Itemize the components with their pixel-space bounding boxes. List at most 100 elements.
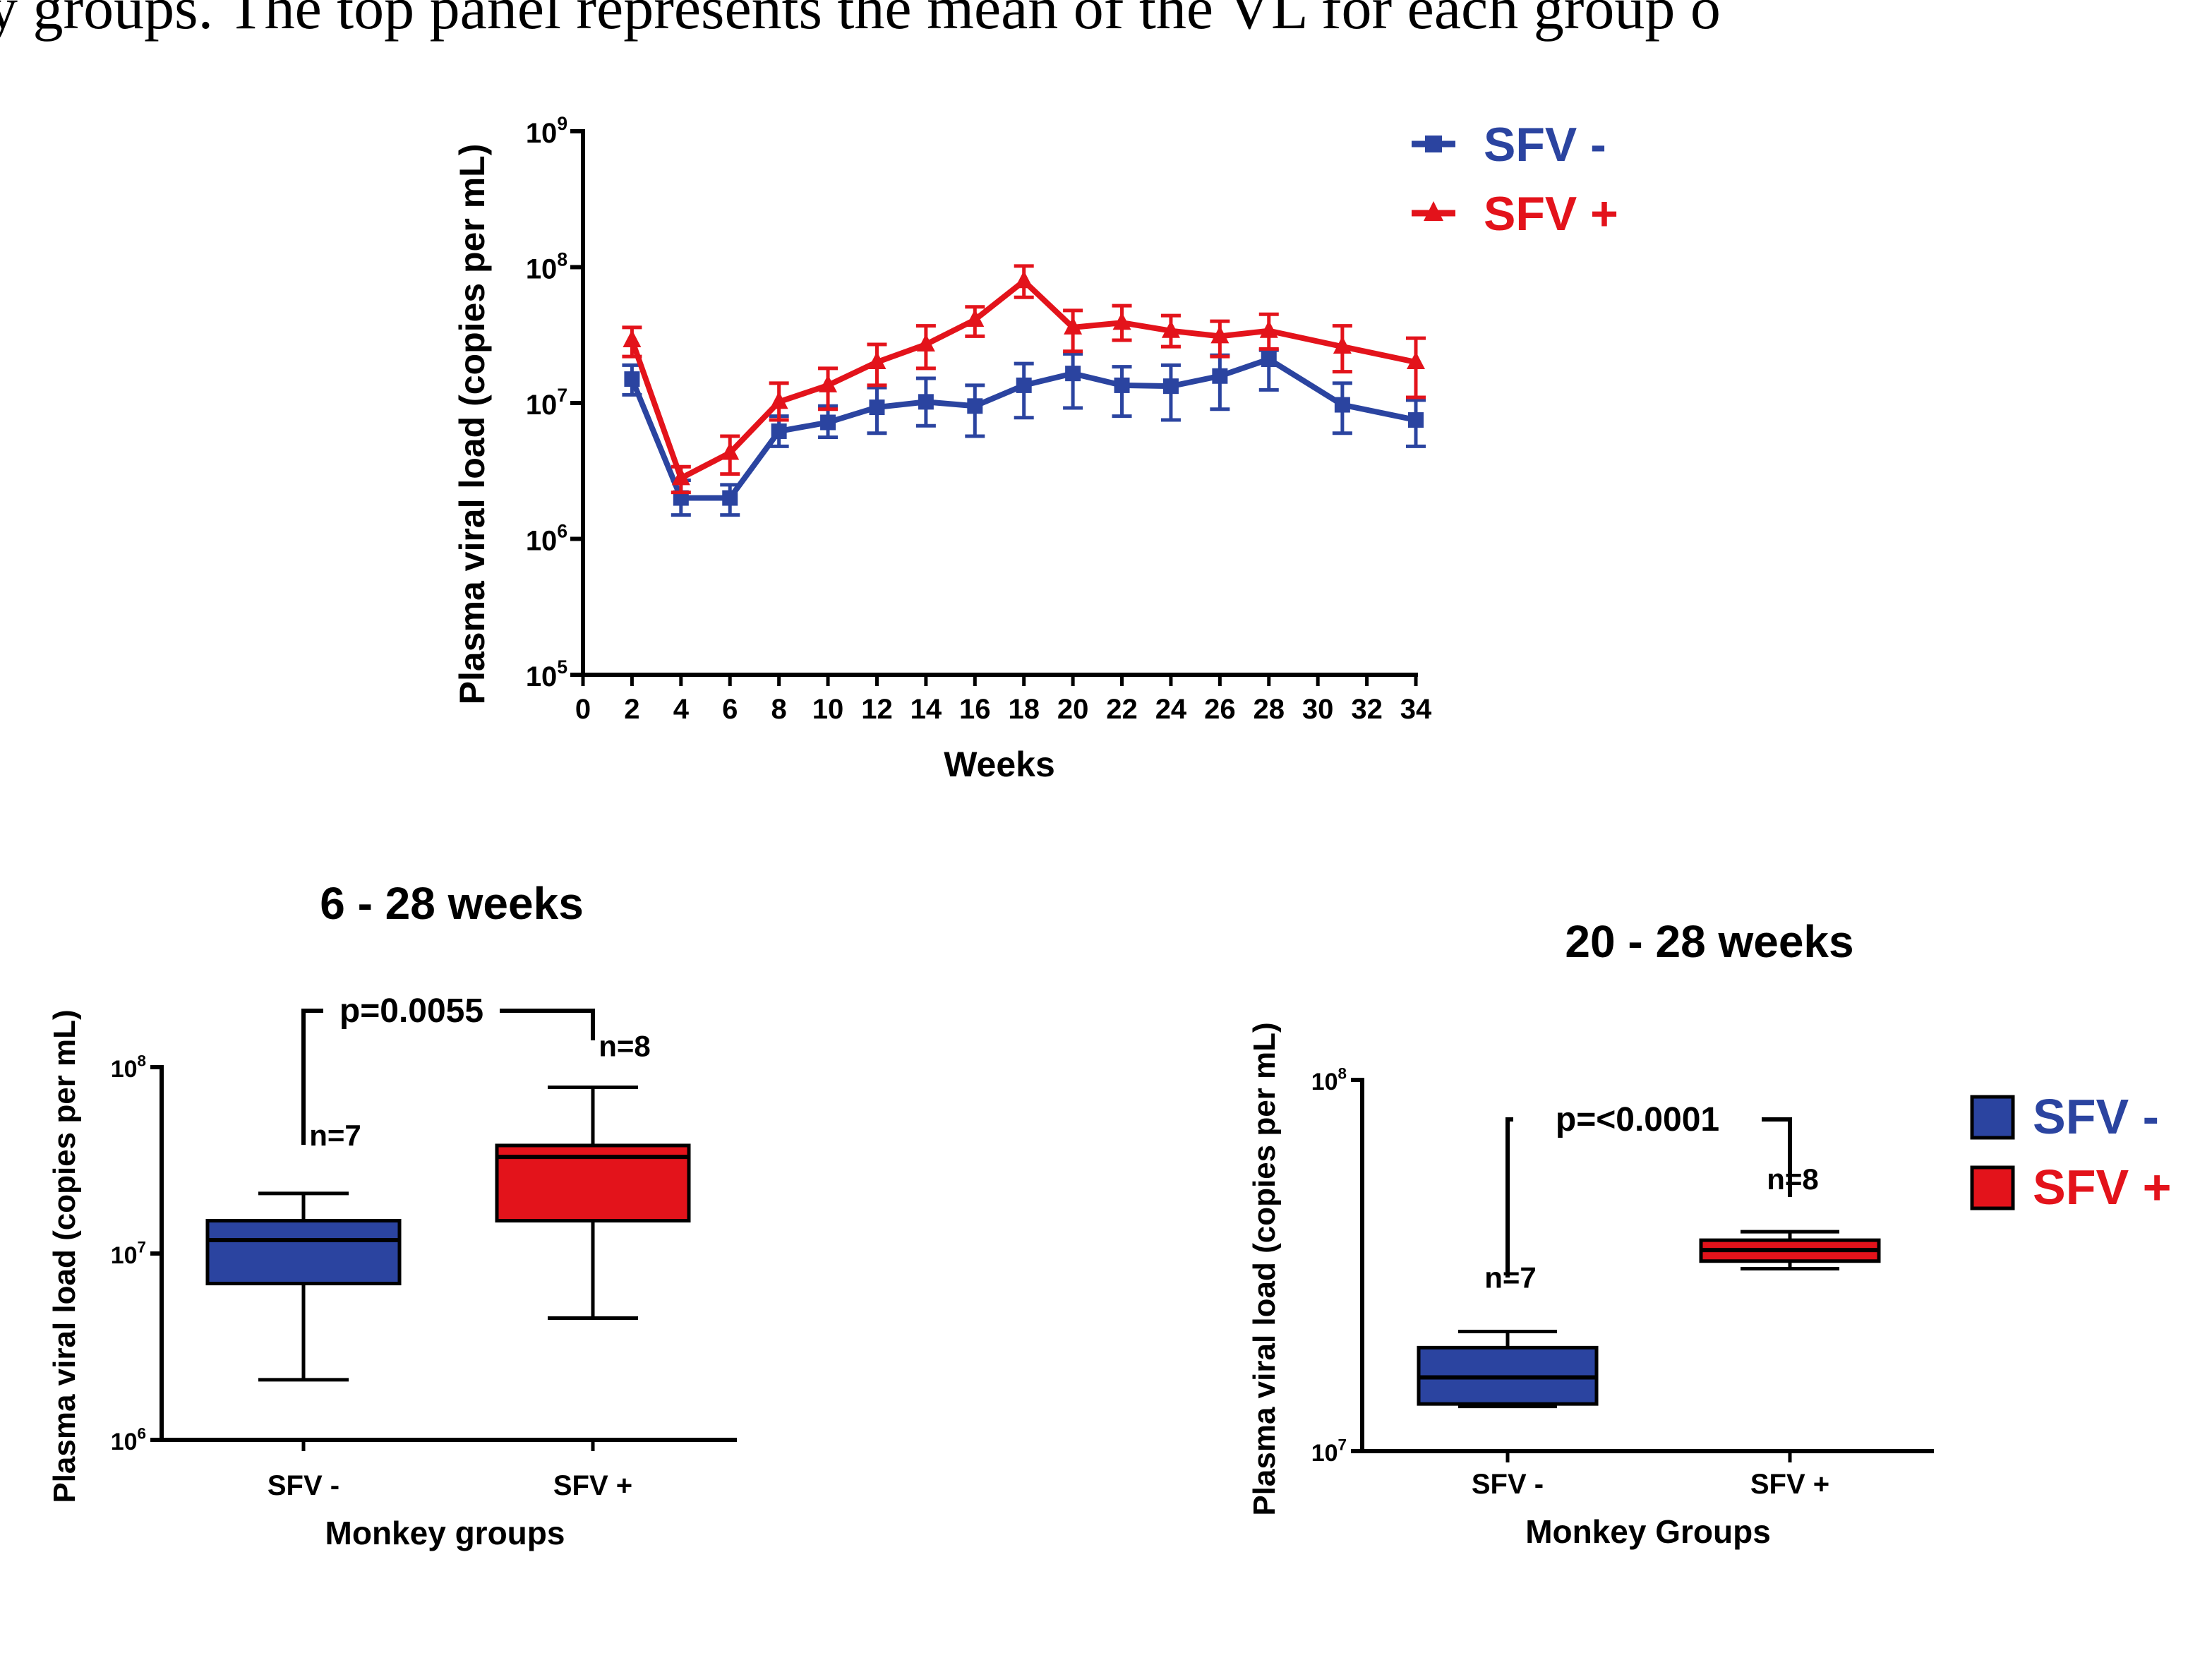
y-axis-title: Plasma viral load (copies per mL) (47, 1009, 82, 1503)
x-tick-label: SFV - (268, 1470, 339, 1501)
p-value-label: p=0.0055 (339, 992, 483, 1030)
bracket-right (500, 1009, 595, 1040)
data-point (967, 398, 983, 414)
x-tick-label: 24 (1155, 694, 1187, 725)
data-point (1014, 270, 1033, 289)
y-tick-label: 108 (1311, 1065, 1347, 1095)
legend-swatch (1970, 1165, 2015, 1210)
legend-label: SFV + (2033, 1160, 2171, 1215)
y-tick-label: 109 (526, 113, 567, 149)
legend-item-sfv-neg: SFV - (1412, 118, 1606, 172)
x-tick-label: 4 (673, 694, 690, 725)
box-sfv-neg: n=7 (1417, 1261, 1599, 1409)
data-point (1407, 351, 1425, 370)
data-point (1162, 378, 1179, 395)
data-point (1064, 316, 1083, 335)
data-point (623, 329, 642, 347)
significance-bracket: p=<0.0001 (1505, 1101, 1792, 1278)
y-tick-label: 108 (111, 1052, 146, 1083)
p-value-label: p=<0.0001 (1556, 1101, 1719, 1138)
data-point (1114, 377, 1130, 393)
box-sfv-pos: n=8 (495, 1029, 691, 1321)
n-label: n=7 (1484, 1261, 1537, 1294)
series-line (629, 356, 1417, 501)
x-tick-label: 20 (1057, 694, 1089, 725)
data-point (771, 423, 787, 439)
series-sfv-neg (622, 348, 1426, 517)
bracket-left (1505, 1117, 1513, 1278)
x-tick-label: 8 (771, 694, 787, 725)
n-label: n=8 (1767, 1162, 1819, 1196)
n-label: n=8 (599, 1029, 651, 1062)
legend-label: SFV - (2033, 1089, 2159, 1144)
data-point (918, 394, 934, 410)
x-tick-label: 34 (1400, 694, 1432, 725)
bracket-left (301, 1009, 323, 1145)
legend-swatch (1970, 1095, 2015, 1140)
data-point (721, 442, 740, 460)
y-tick-label: 105 (526, 656, 567, 692)
y-tick-label: 106 (526, 521, 567, 557)
chart-title: 20 - 28 weeks (1565, 916, 1853, 967)
data-point (1334, 397, 1350, 413)
top-caption: y groups. The top panel represents the m… (0, 0, 1721, 42)
x-tick-label: 12 (861, 694, 893, 725)
data-point (722, 490, 738, 506)
data-point (1065, 366, 1081, 382)
box-plot-6-28-weeks: 6 - 28 weeks 106 107 108 Plasma viral load (… (47, 878, 737, 1551)
box-sfv-neg: n=7 (205, 1119, 402, 1382)
x-tick-label: 10 (812, 694, 844, 725)
bracket-right (1762, 1117, 1792, 1197)
data-point (1112, 312, 1131, 330)
legend-marker (1425, 136, 1442, 152)
legend-item-sfv-pos: SFV + (1412, 187, 1618, 241)
y-axis-title: Plasma viral load (copies per mL) (452, 144, 492, 705)
data-point (820, 414, 836, 431)
x-axis-title: Weeks (944, 745, 1055, 784)
x-tick-label: 2 (624, 694, 639, 725)
legend-item-sfv-neg: SFV - (1970, 1089, 2159, 1144)
data-point (1161, 320, 1180, 338)
series-sfv-pos (622, 264, 1426, 495)
x-tick-label: 0 (575, 694, 591, 725)
x-tick-label: 28 (1254, 694, 1285, 725)
significance-bracket: p=0.0055 (301, 992, 595, 1145)
data-point (867, 351, 886, 370)
y-tick-label: 108 (526, 249, 567, 285)
x-tick-label: 22 (1106, 694, 1138, 725)
data-point (769, 391, 788, 409)
data-point (966, 309, 985, 327)
data-point (671, 467, 690, 486)
legend-item-sfv-pos: SFV + (1970, 1160, 2171, 1215)
x-axis-title: Monkey Groups (1525, 1513, 1771, 1550)
chart-title: 6 - 28 weeks (320, 878, 584, 929)
x-tick-label: 30 (1302, 694, 1334, 725)
data-point (1333, 336, 1352, 354)
x-tick-label: 32 (1351, 694, 1383, 725)
y-tick-label: 107 (1311, 1436, 1347, 1467)
data-point (869, 399, 885, 416)
data-point (819, 374, 838, 392)
series-line (629, 278, 1417, 481)
x-tick-label: 16 (959, 694, 991, 725)
x-tick-label: SFV - (1472, 1469, 1544, 1500)
legend-label: SFV + (1484, 187, 1618, 241)
data-point (1212, 368, 1228, 384)
x-tick-label: SFV + (553, 1470, 632, 1501)
box-iqr (205, 1219, 402, 1286)
legend-marker (1424, 201, 1443, 221)
y-axis-title: Plasma viral load (copies per mL) (1247, 1022, 1282, 1515)
data-point (1408, 412, 1424, 428)
x-tick-label: SFV + (1750, 1469, 1829, 1500)
y-tick-label: 107 (526, 385, 567, 421)
data-point (1259, 320, 1278, 338)
x-tick-label: 18 (1008, 694, 1040, 725)
data-point (1016, 377, 1032, 393)
y-tick-label: 106 (111, 1425, 146, 1455)
data-point (624, 371, 640, 387)
x-tick-label: 26 (1204, 694, 1236, 725)
data-point (916, 333, 935, 351)
y-tick-label: 107 (111, 1239, 146, 1269)
